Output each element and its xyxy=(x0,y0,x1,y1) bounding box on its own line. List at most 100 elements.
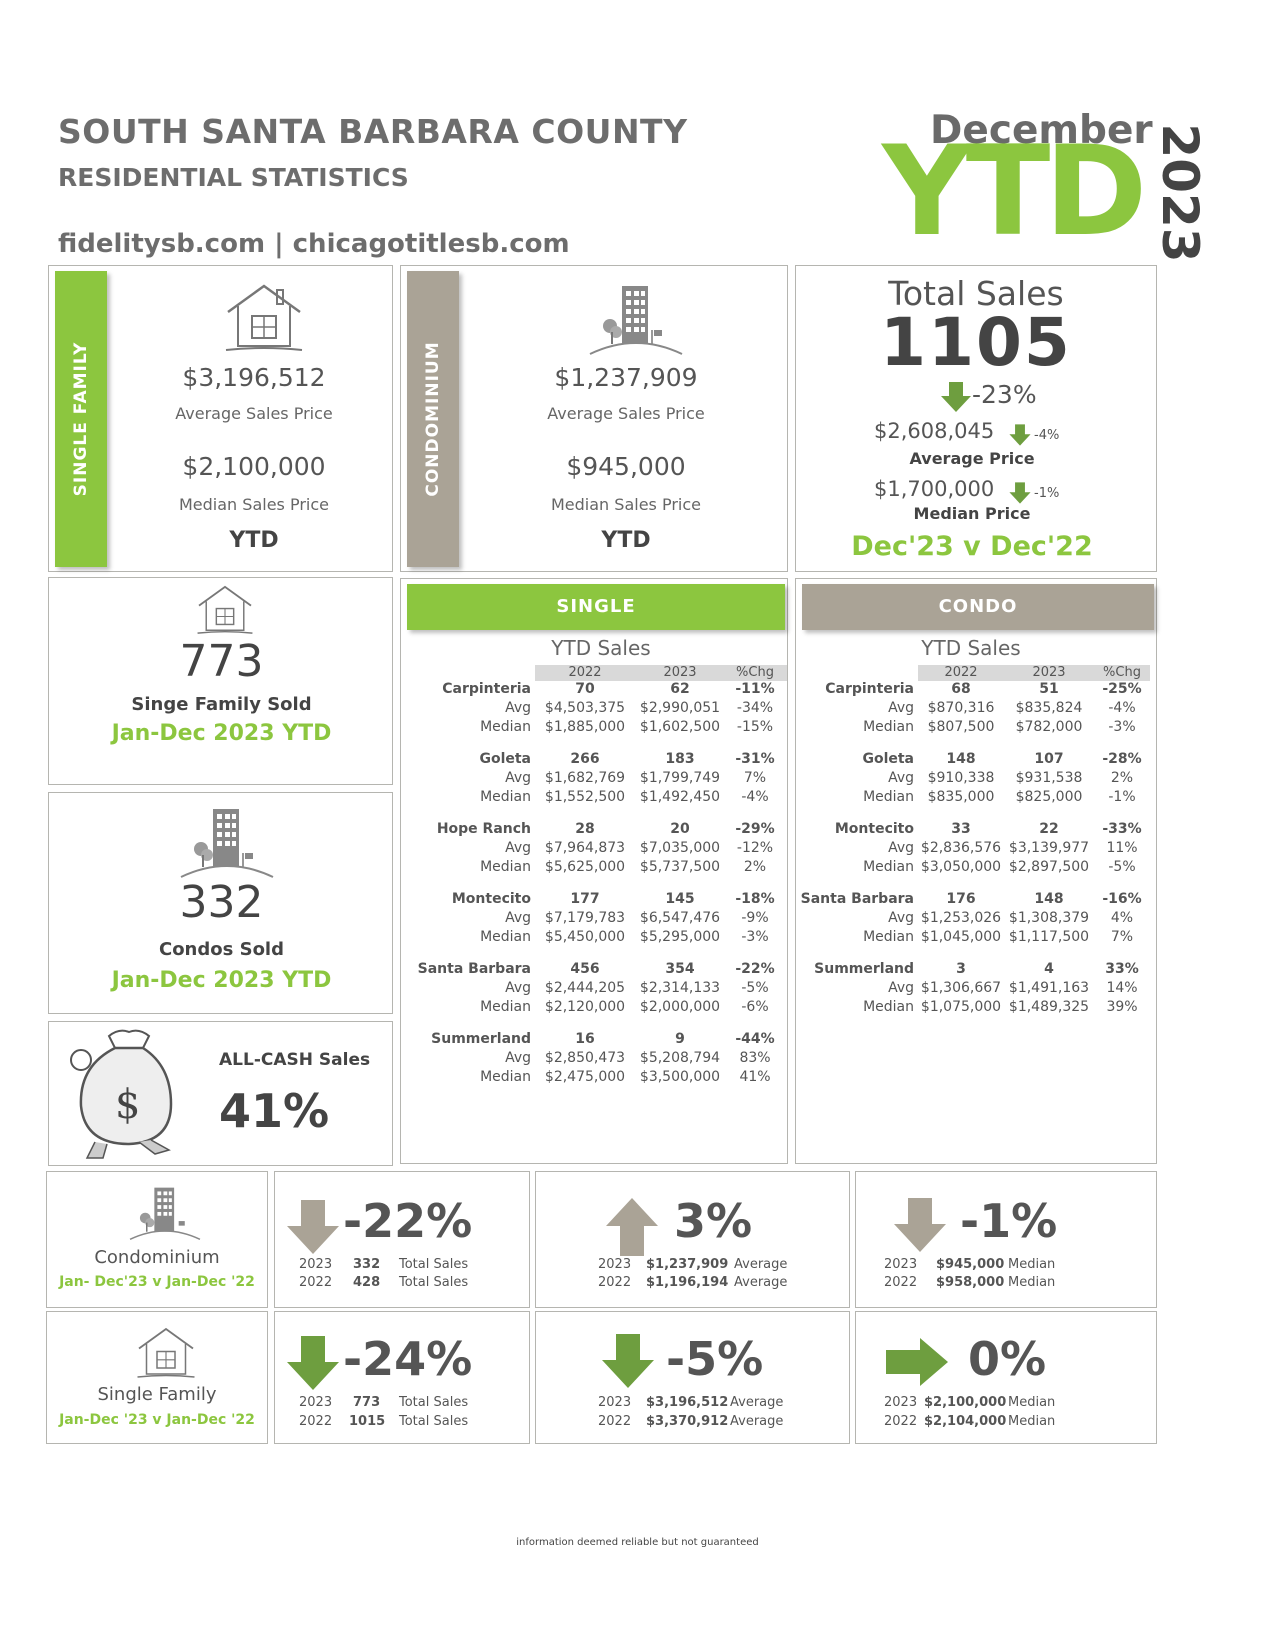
area-sales-row: Summerland 3 4 33% xyxy=(796,961,1156,980)
value-2022: $1,075,000 xyxy=(920,999,1002,1015)
building-icon xyxy=(180,809,274,878)
condominium-tab-label: CONDOMINIUM xyxy=(423,341,443,497)
value-2022: $1,253,026 xyxy=(920,910,1002,926)
total-sales-label: Total Sales xyxy=(888,274,1064,313)
sf-sold-period: Jan-Dec 2023 YTD xyxy=(111,721,332,746)
area-name: Summerland xyxy=(431,1031,531,1047)
bottom-condo-median-card: -1% 2023 $945,000 Median 2022 $958,000 M… xyxy=(855,1171,1157,1308)
svg-text:$: $ xyxy=(115,1082,140,1128)
metric: Total Sales xyxy=(399,1414,469,1429)
bottom-single-median-card: 0% 2023 $2,100,000 Median 2022 $2,104,00… xyxy=(855,1311,1157,1444)
value-2023: $2,314,133 xyxy=(639,980,721,996)
arrow-down-icon xyxy=(1009,424,1031,446)
value-2022: $910,338 xyxy=(927,770,995,786)
metric: Median xyxy=(1008,1257,1056,1272)
metric-label: Avg xyxy=(505,980,531,996)
metric: Total Sales xyxy=(399,1395,469,1410)
value-2023: $1,492,450 xyxy=(639,789,721,805)
pct-change: -33% xyxy=(1102,821,1142,837)
area-sales-row: Santa Barbara 456 354 -22% xyxy=(401,961,787,980)
area-name: Hope Ranch xyxy=(436,821,531,837)
value: $1,196,194 xyxy=(646,1275,729,1290)
pct-change: -29% xyxy=(735,821,775,837)
value-2022: $2,850,473 xyxy=(544,1050,626,1066)
bottom-condo-sales-card: -22% 2023 332 Total Sales 2022 428 Total… xyxy=(274,1171,530,1308)
bottom-condo-median-row-2023: 2023 $945,000 Median xyxy=(884,1257,1124,1275)
value-2022: $2,444,205 xyxy=(544,980,626,996)
value-2023: $825,000 xyxy=(1015,789,1083,805)
area-name: Goleta xyxy=(862,751,914,767)
value-2023: $782,000 xyxy=(1015,719,1083,735)
pct-change: -5% xyxy=(741,980,769,996)
pct-change: -4% xyxy=(741,789,769,805)
value-2022: $807,500 xyxy=(927,719,995,735)
building-icon xyxy=(589,286,683,355)
pct-change: 33% xyxy=(1105,961,1139,977)
total-avg-change: -4% xyxy=(1034,428,1060,443)
pct-change: -1% xyxy=(1108,789,1136,805)
bottom-condo-median-pct: -1% xyxy=(960,1194,1058,1248)
bottom-single-label: Single Family xyxy=(97,1384,217,1405)
metric: Average xyxy=(734,1257,788,1272)
area-name: Carpinteria xyxy=(442,681,531,697)
pct-change: -6% xyxy=(741,999,769,1015)
condominium-tab: CONDOMINIUM xyxy=(407,271,459,567)
pct-change: 4% xyxy=(1110,910,1134,926)
year: 2022 xyxy=(299,1414,333,1429)
condominium-card: CONDOMINIUM $1,237,909 Average Sales Pri… xyxy=(400,265,788,572)
value-2022: $1,885,000 xyxy=(544,719,626,735)
metric-label: Avg xyxy=(888,840,914,856)
metric-label: Median xyxy=(480,719,531,735)
metric: Total Sales xyxy=(399,1257,469,1272)
arrow-down-icon xyxy=(894,1198,946,1252)
column-pct-change: %Chg xyxy=(1103,665,1141,680)
value: $2,100,000 xyxy=(924,1395,1007,1410)
house-icon xyxy=(225,284,303,351)
website-links: fidelitysb.com | chicagotitlesb.com xyxy=(58,229,570,259)
year: 2022 xyxy=(299,1275,333,1290)
bottom-single-label-card: Single Family Jan-Dec '23 v Jan-Dec '22 xyxy=(46,1311,268,1444)
value-2023: $6,547,476 xyxy=(639,910,721,926)
arrow-down-icon xyxy=(287,1336,339,1390)
pct-change: 39% xyxy=(1106,999,1138,1015)
bottom-condo-average-pct: 3% xyxy=(674,1194,753,1248)
metric-label: Median xyxy=(480,1069,531,1085)
pct-change: -16% xyxy=(1102,891,1142,907)
bottom-single-sales-row-2023: 2023 773 Total Sales xyxy=(299,1395,519,1413)
metric: Median xyxy=(1008,1395,1056,1410)
value: $958,000 xyxy=(936,1275,1005,1290)
pct-change: -18% xyxy=(735,891,775,907)
area-name: Summerland xyxy=(814,961,914,977)
area-name: Montecito xyxy=(451,891,531,907)
value-2022: 456 xyxy=(570,961,600,977)
pct-change: -31% xyxy=(735,751,775,767)
area-median-row: Median $2,120,000 $2,000,000 -6% xyxy=(401,999,787,1018)
ytd-heading: YTD xyxy=(882,120,1147,264)
area-avg-row: Avg $1,253,026 $1,308,379 4% xyxy=(796,910,1156,929)
bottom-single-sales-row-2022: 2022 1015 Total Sales xyxy=(299,1414,519,1432)
arrow-down-icon xyxy=(1009,482,1031,504)
area-name: Santa Barbara xyxy=(800,891,914,907)
value-2023: 20 xyxy=(670,821,690,837)
all-cash-label: ALL-CASH Sales xyxy=(219,1050,371,1070)
pct-change: -11% xyxy=(735,681,775,697)
condo-avg-price: $1,237,909 xyxy=(554,363,698,392)
value-2023: $2,000,000 xyxy=(639,999,721,1015)
column-2022: 2022 xyxy=(568,665,602,680)
condos-sold-card: 332 Condos Sold Jan-Dec 2023 YTD xyxy=(48,792,393,1014)
metric-label: Avg xyxy=(505,1050,531,1066)
arrow-right-icon xyxy=(886,1338,948,1386)
metric-label: Median xyxy=(480,789,531,805)
metric: Median xyxy=(1008,1275,1056,1290)
area-sales-row: Santa Barbara 176 148 -16% xyxy=(796,891,1156,910)
metric: Total Sales xyxy=(399,1275,469,1290)
value-2023: 145 xyxy=(665,891,695,907)
disclaimer: information deemed reliable but not guar… xyxy=(516,1537,759,1548)
condo-avg-label: Average Sales Price xyxy=(547,404,705,423)
condo-table-card: CONDO YTD Sales 2022 2023 %Chg Carpinter… xyxy=(795,578,1157,1164)
area-avg-row: Avg $1,682,769 $1,799,749 7% xyxy=(401,770,787,789)
column-2022: 2022 xyxy=(944,665,978,680)
value-2022: $2,475,000 xyxy=(544,1069,626,1085)
metric-label: Median xyxy=(480,859,531,875)
pct-change: 41% xyxy=(739,1069,771,1085)
